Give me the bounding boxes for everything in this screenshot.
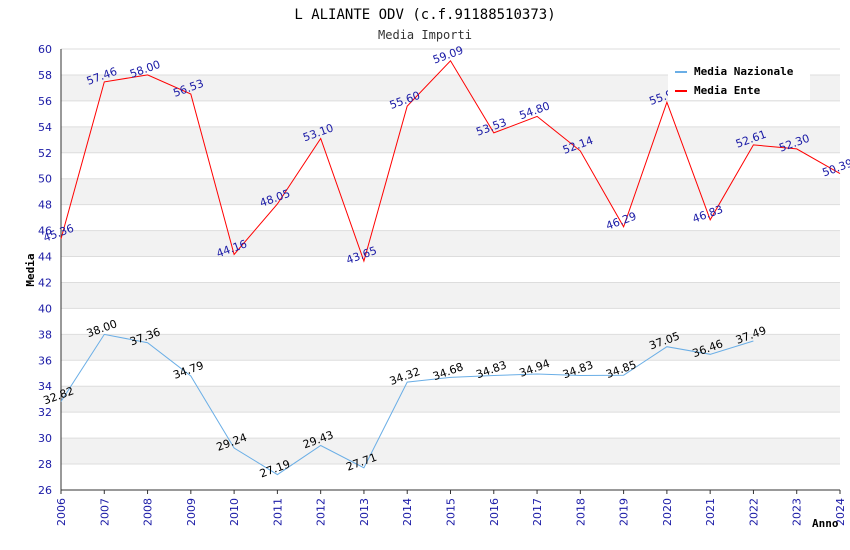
- y-tick-labels: 26 28 30 32 34 36 38 40 42 44 46 48 50 52 54 56 58 60: [38, 43, 52, 497]
- y-tick-label: 46: [38, 225, 52, 238]
- y-tick-label: 26: [38, 484, 52, 497]
- y-tick-label: 58: [38, 69, 52, 82]
- x-tick-label: 2023: [791, 498, 804, 526]
- x-tick-label: 2007: [98, 498, 111, 526]
- grid-band: [61, 126, 840, 153]
- x-tick-label: 2020: [661, 498, 674, 526]
- legend-box: [668, 58, 810, 100]
- y-tick-label: 54: [38, 121, 52, 134]
- x-tick-label: 2021: [704, 498, 717, 526]
- y-tick-label: 48: [38, 199, 52, 212]
- x-tick-label: 2016: [488, 498, 501, 526]
- data-label-nazionale: 34.85: [604, 358, 638, 381]
- x-tick-label: 2017: [531, 498, 544, 526]
- series-lines: [60, 59, 841, 476]
- grid-bands: [61, 74, 840, 465]
- grid-band: [61, 230, 840, 257]
- y-tick-label: 30: [38, 432, 52, 445]
- grid-band: [61, 178, 840, 205]
- data-label-nazionale: 34.79: [171, 359, 205, 382]
- grid-lines: [61, 48, 840, 491]
- x-tick-label: 2015: [445, 498, 458, 526]
- data-label-ente: 46.29: [604, 210, 638, 233]
- y-tick-label: 52: [38, 147, 52, 160]
- y-tick-label: 42: [38, 276, 52, 289]
- data-label-nazionale: 34.83: [474, 358, 508, 381]
- series-line-nazionale: [60, 333, 754, 476]
- x-tick-label: 2009: [185, 498, 198, 526]
- data-label-ente: 54.80: [518, 99, 552, 122]
- legend-label-nazionale: Media Nazionale: [694, 65, 794, 78]
- x-tick-label: 2013: [358, 498, 371, 526]
- x-tick-label: 2019: [618, 498, 631, 526]
- data-label-nazionale: 34.68: [431, 360, 465, 383]
- x-tick-label: 2024: [834, 498, 847, 526]
- x-tick-label: 2011: [271, 498, 284, 526]
- y-tick-label: 38: [38, 328, 52, 341]
- y-tick-label: 56: [38, 95, 52, 108]
- data-label-ente: 50.39: [821, 156, 850, 179]
- x-axis-label: Anno: [812, 517, 839, 530]
- grid-band: [61, 438, 840, 465]
- x-tick-labels: 2006 2007 2008 2009 2010 2011 2012 2013 2014 2015…: [55, 498, 847, 526]
- data-label-ente: 46.83: [691, 203, 725, 226]
- data-label-nazionale: 34.83: [561, 358, 595, 381]
- x-tick-label: 2014: [401, 498, 414, 526]
- x-tick-label: 2022: [747, 498, 760, 526]
- x-tick-label: 2008: [142, 498, 155, 526]
- y-tick-label: 60: [38, 43, 52, 56]
- y-tick-label: 36: [38, 354, 52, 367]
- y-tick-label: 44: [38, 251, 52, 264]
- x-tick-label: 2010: [228, 498, 241, 526]
- legend-label-ente: Media Ente: [694, 84, 761, 97]
- y-axis-label: Media: [24, 253, 37, 286]
- x-tick-label: 2006: [55, 498, 68, 526]
- y-tick-label: 32: [38, 406, 52, 419]
- chart-subtitle: Media Importi: [378, 28, 472, 42]
- chart-title: L ALIANTE ODV (c.f.91188510373): [294, 7, 555, 23]
- y-tick-label: 34: [38, 380, 52, 393]
- grid-band: [61, 334, 840, 361]
- data-label-nazionale: 34.32: [388, 365, 422, 388]
- grid-band: [61, 282, 840, 309]
- axes: [60, 49, 841, 494]
- y-tick-label: 40: [38, 302, 52, 315]
- series-line-ente: [60, 59, 841, 263]
- y-tick-label: 28: [38, 458, 52, 471]
- x-tick-label: 2018: [574, 498, 587, 526]
- y-tick-label: 50: [38, 173, 52, 186]
- legend: Media Nazionale Media Ente: [668, 58, 810, 100]
- x-tick-label: 2012: [315, 498, 328, 526]
- grid-band: [61, 386, 840, 413]
